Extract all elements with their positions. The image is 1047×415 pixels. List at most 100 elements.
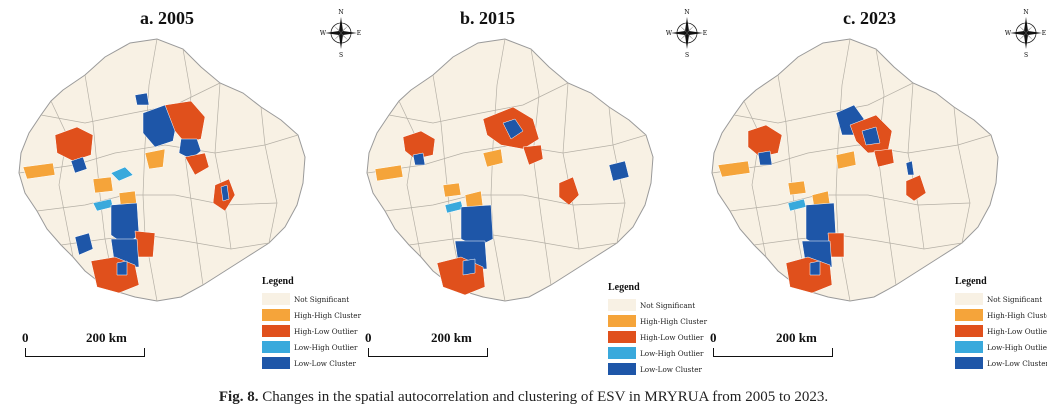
scale-zero-label: 0 <box>710 330 717 345</box>
cluster-region <box>462 258 476 276</box>
cluster-region <box>747 124 783 158</box>
legend-label: High-High Cluster <box>294 310 362 320</box>
cluster-region <box>54 126 94 162</box>
cluster-region <box>22 162 56 180</box>
scale-distance-label: 200 km <box>431 330 472 345</box>
legend-swatch <box>608 331 636 343</box>
cluster-region <box>70 156 88 174</box>
county-boundary <box>36 194 278 212</box>
legend-label: Not Significant <box>294 294 350 304</box>
legend-swatch <box>955 341 983 353</box>
panel-title: b. 2015 <box>460 8 516 28</box>
svg-text:N: N <box>1023 9 1028 16</box>
legend-item: Low-Low Cluster <box>955 355 1047 371</box>
legend-item: Not Significant <box>608 297 728 313</box>
legend-label: Low-Low Cluster <box>640 364 702 374</box>
cluster-region <box>110 166 134 182</box>
cluster-region <box>482 148 504 168</box>
legend-item: High-Low Outlier <box>608 329 728 345</box>
county-boundary <box>384 194 626 212</box>
cluster-region <box>460 204 494 248</box>
scale-bar-line <box>368 348 488 357</box>
county-boundary <box>729 194 971 212</box>
svg-text:N: N <box>338 9 343 16</box>
legend-swatch <box>955 309 983 321</box>
legend-swatch <box>608 299 636 311</box>
cluster-region <box>164 100 206 144</box>
legend-swatch <box>608 347 636 359</box>
legend-swatch <box>955 325 983 337</box>
study-area-outline <box>18 38 306 302</box>
legend-label: Not Significant <box>640 300 696 310</box>
legend-label: High-High Cluster <box>987 310 1047 320</box>
legend-swatch <box>955 357 983 369</box>
scale-bar-line <box>713 348 833 357</box>
legend-list: Not Significant High-High Cluster High-Low… <box>608 297 728 377</box>
legend-item: Low-Low Cluster <box>262 355 382 371</box>
cluster-region <box>522 144 544 166</box>
study-area-outline <box>366 38 654 302</box>
legend-label: Low-Low Cluster <box>987 358 1047 368</box>
cluster-region <box>134 92 150 106</box>
scale-distance-label: 200 km <box>776 330 817 345</box>
legend: Legend Not Significant High-High Cluster H… <box>262 276 382 371</box>
legend-list: Not Significant High-High Cluster High-Low… <box>262 291 382 371</box>
county-boundary <box>260 106 278 244</box>
legend: Legend Not Significant High-High Cluster H… <box>608 282 728 377</box>
legend-item: Low-High Outlier <box>955 339 1047 355</box>
map-panel-2005: a. 2005 N S W E Legend Not Significant High-… <box>0 0 361 390</box>
county-boundary <box>50 100 74 258</box>
scale-zero-label: 0 <box>22 330 29 345</box>
legend-label: Low-Low Cluster <box>294 358 356 368</box>
cluster-region <box>905 160 915 176</box>
legend-item: High-High Cluster <box>955 307 1047 323</box>
legend-swatch <box>955 293 983 305</box>
compass-icon: N S W E <box>320 8 362 59</box>
panel-title: c. 2023 <box>843 8 896 28</box>
svg-text:S: S <box>685 52 689 58</box>
legend-title: Legend <box>262 276 294 287</box>
county-boundary <box>490 38 506 302</box>
cluster-region <box>412 152 426 166</box>
svg-text:S: S <box>339 52 343 58</box>
legend-swatch <box>262 309 290 321</box>
county-boundary <box>214 82 232 250</box>
county-boundary <box>753 234 963 250</box>
svg-text:W: W <box>320 30 327 37</box>
legend-label: Low-High Outlier <box>987 342 1047 352</box>
cluster-region <box>92 176 114 194</box>
svg-text:E: E <box>1042 30 1046 37</box>
legend-title: Legend <box>955 276 987 287</box>
legend-item: High-Low Outlier <box>955 323 1047 339</box>
cluster-region <box>502 118 524 140</box>
legend-item: Low-High Outlier <box>262 339 382 355</box>
cluster-region <box>442 182 462 198</box>
county-boundary <box>953 106 971 244</box>
legend-swatch <box>262 341 290 353</box>
legend-label: Low-High Outlier <box>294 342 358 352</box>
cluster-region <box>717 160 751 178</box>
scale-bar-line <box>25 348 145 357</box>
legend-label: High-High Cluster <box>640 316 708 326</box>
legend-swatch <box>262 325 290 337</box>
panel-title: a. 2005 <box>140 8 194 28</box>
map-panel-2023: c. 2023 N S W E Legend Not Significant High-… <box>693 0 1047 390</box>
figure-caption: Fig. 8. Changes in the spatial autocorre… <box>0 389 1047 406</box>
cluster-region <box>144 148 166 170</box>
legend-label: Not Significant <box>987 294 1043 304</box>
cluster-region <box>558 176 580 206</box>
legend-swatch <box>608 363 636 375</box>
compass-icon: N S W E <box>666 8 708 59</box>
scale-distance-label: 200 km <box>86 330 127 345</box>
county-boundary <box>408 234 618 250</box>
legend-swatch <box>608 315 636 327</box>
legend-list: Not Significant High-High Cluster High-Low… <box>955 291 1047 371</box>
map-panel-2015: b. 2015 N S W E Legend Not Significant High-… <box>348 0 707 390</box>
cluster-region <box>402 130 436 160</box>
cluster-region <box>809 260 821 276</box>
legend-item: High-High Cluster <box>608 313 728 329</box>
legend-item: Not Significant <box>262 291 382 307</box>
cluster-region <box>374 164 404 182</box>
legend-label: High-Low Outlier <box>294 326 358 336</box>
figure-label: Fig. 8. <box>218 389 259 405</box>
